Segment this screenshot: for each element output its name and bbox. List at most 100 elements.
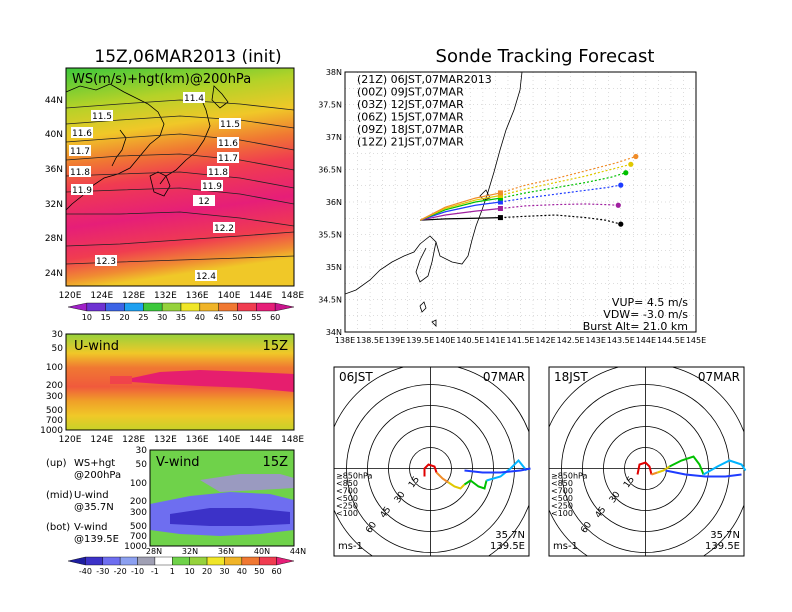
ws-lat-tick: 32N: [45, 200, 63, 210]
colorbar-label: 35: [176, 313, 186, 322]
colorbar-swatch: [102, 556, 121, 566]
ws-contour-label: 11.9: [202, 182, 222, 192]
track-y-tick: 36.5N: [318, 166, 342, 175]
colorbar-label: 60: [272, 567, 282, 576]
hodo-level-label: <500: [336, 494, 358, 503]
track-y-tick: 34N: [326, 328, 342, 337]
hodo-level-label: <250: [336, 502, 358, 511]
ws-map-panel: 11.411.511.511.611.611.711.711.8 11.811.9…: [45, 67, 305, 301]
colorbar-swatch: [85, 556, 103, 566]
colorbar-swatch: [180, 302, 201, 312]
hodo-trace-seg: [657, 465, 671, 474]
ws-contour-label: 11.6: [72, 129, 92, 139]
u-lon-tick: 148E: [281, 435, 304, 445]
track-legend-entry: (00Z) 09JST,07MAR: [357, 86, 464, 99]
colorbar-swatch: [241, 556, 260, 566]
hodo-level-label: ≥850hPa: [336, 472, 373, 481]
hodo-level-label: <500: [551, 494, 573, 503]
track-x-tick: 138E: [335, 336, 355, 345]
hodo-unit: ms-1: [553, 541, 578, 552]
track-line-dashed: [500, 155, 637, 194]
ws-contour-label-bg: [71, 127, 93, 138]
hodo-trace-seg: [447, 481, 466, 490]
colorbar-label: 55: [251, 313, 261, 322]
colorbar-label: -10: [131, 567, 144, 576]
u-p-tick: 300: [46, 392, 63, 402]
colorbar-label: 50: [232, 313, 242, 322]
u-p-tick: 700: [46, 416, 63, 426]
colorbar-swatch: [119, 556, 138, 566]
track-x-tick: 143.5E: [607, 336, 635, 345]
track-series: [419, 153, 639, 227]
ws-contour-label: 11.7: [70, 147, 90, 157]
ws-contour-label-bg: [217, 137, 239, 148]
hodo-trace-seg: [463, 479, 488, 490]
u-p-tick: 30: [52, 330, 64, 340]
v-lat-tick: 28N: [146, 547, 162, 556]
track-landing-point: [633, 153, 639, 160]
hodo-trace-seg: [665, 469, 742, 478]
ws-contour-label: 11.8: [208, 168, 228, 178]
left-legend: (up) WS+hgt@200hPa(mid) U-wind@35.7N (bot) V…: [46, 458, 121, 545]
colorbar-label: 25: [138, 313, 148, 322]
ws-contour-line: [65, 187, 295, 205]
track-burst-marker: [497, 199, 503, 205]
v-p-tick: 300: [130, 508, 147, 518]
colorbar-label: 20: [202, 567, 212, 576]
legend-line1: V-wind: [74, 522, 108, 533]
ws-contour-line: [65, 231, 295, 247]
ws-contour-label: 11.5: [92, 112, 112, 122]
u-lon-tick: 124E: [90, 435, 113, 445]
colorbar-swatch: [189, 556, 208, 566]
colorbar-label: 10: [185, 567, 195, 576]
track-line-solid: [420, 217, 501, 221]
track-y-tick: 35N: [326, 263, 342, 272]
ws-lat-ticks: 44N 40N 36N 32N 28N 24N: [45, 96, 63, 279]
ws-contour-line: [66, 211, 295, 227]
colorbar-swatch: [199, 302, 219, 312]
ws-contour-label: 12.4: [196, 272, 216, 282]
colorbar-label: 30: [157, 313, 167, 322]
track-line-dashed: [500, 163, 631, 197]
ws-contour-label-bg: [219, 118, 241, 129]
colorbar-swatch: [67, 556, 86, 566]
track-landing-point: [615, 202, 621, 208]
v-lat-ticks: 28N 32N 36N 40N 44N: [146, 547, 306, 556]
ws-contour-line: [65, 99, 295, 111]
ws-lon-tick: 140E: [218, 291, 241, 301]
track-landing-point: [618, 221, 624, 227]
ws-contour-label-bg: [183, 92, 205, 103]
ws-contour-label: 11.6: [218, 139, 238, 149]
v-p-tick: 1000: [124, 542, 147, 552]
ws-lon-ticks: 120E 124E 128E 132E 136E 140E 144E 148E: [59, 291, 305, 301]
u-lon-tick: 136E: [186, 435, 209, 445]
hodo-lat: 35.7N: [710, 530, 740, 541]
hodo-trace-seg: [464, 467, 531, 474]
track-burst-marker: [497, 193, 503, 198]
colorbar-label: 30: [219, 567, 229, 576]
u-lon-tick: 144E: [249, 435, 272, 445]
ws-contour-line: [65, 133, 295, 151]
colorbar-label: 45: [214, 313, 224, 322]
v-p-tick: 700: [130, 532, 147, 542]
colorbar-label: -20: [114, 567, 127, 576]
ws-contour-label: 12.2: [214, 224, 234, 234]
colorbar-label: 40: [237, 567, 247, 576]
track-x-tick: 144.5E: [657, 336, 685, 345]
ws-lon-tick: 124E: [90, 291, 113, 301]
ws-contour-label-bg: [217, 152, 239, 163]
legend-line2: @139.5E: [74, 534, 119, 545]
u-p-tick: 50: [52, 344, 64, 354]
colorbar-swatch: [274, 302, 295, 312]
track-landing-point: [623, 170, 629, 176]
track-frame: [344, 71, 697, 333]
v-colorbar: -40 -30 -20 -10 -1 1 10 20 30 40 50 60: [67, 556, 295, 576]
colorbar-swatch: [224, 556, 243, 566]
hodo-trace: [636, 455, 747, 478]
ws-contour-line: [65, 171, 295, 189]
ws-lat-tick: 44N: [45, 96, 63, 106]
